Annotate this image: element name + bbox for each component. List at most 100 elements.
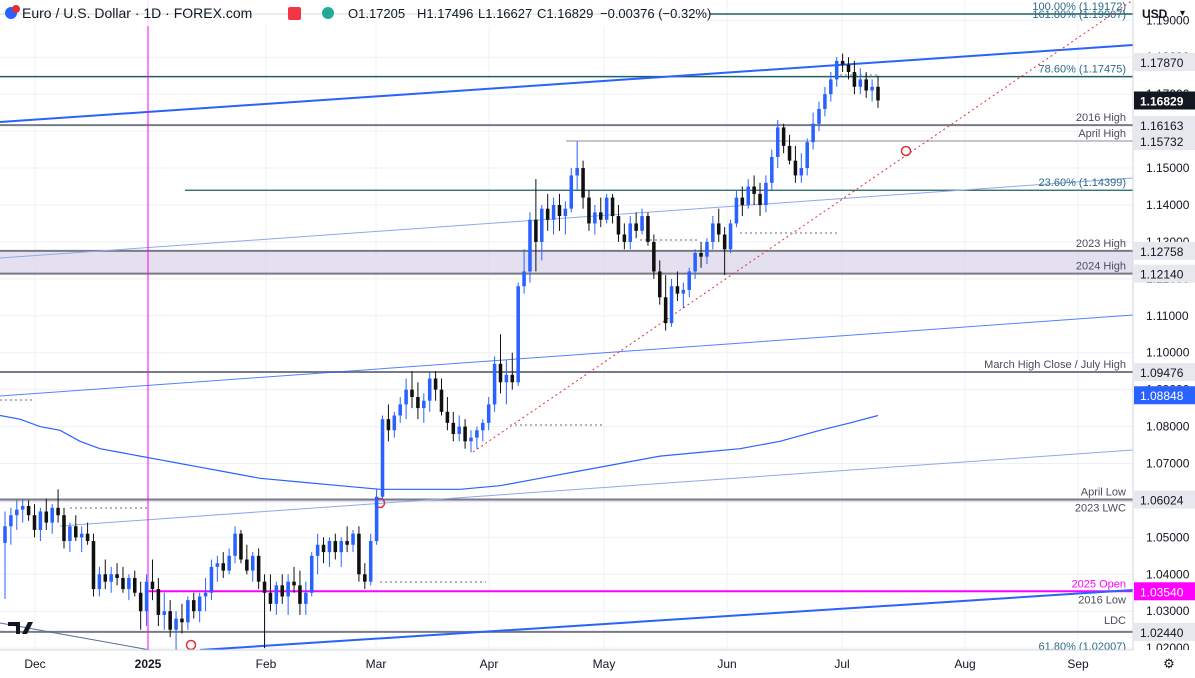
candle-body (598, 212, 603, 220)
time-tick-label: Jul (834, 657, 849, 671)
candle-body (781, 127, 786, 146)
candle-body (445, 411, 450, 423)
candle-body (840, 60, 845, 65)
candle-body (722, 234, 727, 250)
candle-body (451, 422, 456, 434)
candle-body (699, 252, 703, 257)
candle-body (652, 241, 656, 272)
candle-body (44, 511, 49, 523)
price-tag-bg (1134, 116, 1195, 135)
candle-body (168, 611, 172, 630)
price-tag-bg (1134, 386, 1195, 405)
candle-body (663, 297, 668, 324)
ohlc-open: O1.17205 (348, 6, 405, 21)
candle-body (191, 600, 196, 612)
candle-body (534, 219, 538, 242)
candle-body (616, 216, 621, 235)
candle-body (858, 79, 863, 87)
candle-body (516, 286, 520, 383)
candle-body (770, 156, 774, 183)
level-annotation: April High (1078, 128, 1126, 140)
price-tick-label: 1.10000 (1146, 346, 1190, 360)
candle-body (557, 204, 562, 217)
chevron-down-icon: ▾ (1180, 8, 1185, 19)
level-annotation: 161.80% (1.19907) (1032, 9, 1126, 21)
price-tag-bg (1134, 132, 1195, 151)
price-tag-bg (1134, 241, 1195, 260)
candle-body (180, 618, 184, 623)
candle-body (422, 400, 426, 409)
candle-body (186, 600, 190, 623)
price-tag-label: 1.16163 (1140, 119, 1184, 133)
candle-body (669, 286, 674, 324)
time-tick-label: Sep (1067, 657, 1089, 671)
candle-body (463, 426, 467, 442)
level-annotation: 2024 High (1076, 261, 1126, 273)
ohlc-high: H1.17496 (417, 6, 473, 21)
candle-body (728, 223, 733, 250)
level-annotation: LDC (1104, 615, 1126, 627)
candle-body (103, 574, 108, 582)
candle-body (811, 123, 815, 143)
candle-body (734, 197, 739, 224)
candle-body (280, 585, 285, 597)
candle-body (823, 94, 827, 109)
candle-body (410, 389, 414, 398)
level-annotation: 2023 LWC (1075, 503, 1126, 515)
candle-body (97, 574, 102, 590)
candle-body (416, 397, 420, 409)
candle-body (38, 511, 43, 530)
candle-body (593, 212, 597, 224)
level-annotation: March High Close / July High (984, 359, 1126, 371)
left-down-line (0, 622, 151, 651)
price-tick-label: 1.08000 (1146, 420, 1190, 434)
price-tag-label: 1.15732 (1140, 135, 1184, 149)
price-tick-label: 1.11000 (1146, 309, 1189, 323)
candle-body (575, 168, 579, 176)
header-bg (0, 0, 710, 26)
header: Euro / U.S. Dollar · 1D · FOREX.com O1.17… (0, 0, 711, 26)
price-tick-label: 1.03000 (1146, 604, 1190, 618)
price-tag-bg (1134, 53, 1195, 72)
candle-body (321, 544, 326, 553)
time-axis-bg (0, 650, 1195, 673)
candle-body (805, 142, 809, 169)
price-tag-bg (1134, 490, 1195, 509)
price-tag-label: 1.08848 (1140, 389, 1184, 403)
gear-icon: ⚙ (1163, 656, 1175, 671)
ohlc-close: C1.16829 (537, 6, 593, 21)
candle-body (274, 585, 279, 604)
price-tag-label: 1.06024 (1140, 494, 1184, 508)
market-status-icon (322, 7, 334, 19)
dotted-trend-support (472, 0, 1134, 453)
candle-body (91, 541, 96, 590)
price-tag-label: 1.12140 (1140, 268, 1184, 282)
pivot-circle-icon (900, 145, 912, 157)
zones (0, 250, 1133, 503)
candle-body (693, 252, 697, 272)
candle-body (174, 618, 178, 630)
price-tick-label: 1.19000 (1146, 13, 1190, 27)
ohlc-low: L1.16627 (478, 6, 532, 21)
candle-body (79, 533, 84, 538)
level-annotation: 78.60% (1.17475) (1039, 64, 1126, 76)
faint-channel-line (0, 177, 1134, 259)
candle-body (327, 541, 332, 553)
candle-body (604, 197, 609, 220)
candle-body (32, 515, 37, 530)
candle-body (227, 555, 231, 571)
candle-body (162, 611, 167, 615)
candle-body (62, 515, 66, 542)
candle-body (864, 79, 868, 91)
candle-body (380, 419, 385, 497)
candle-body (634, 223, 638, 231)
candle-body (74, 526, 78, 538)
candle-body (156, 589, 161, 615)
candle-body (50, 507, 54, 523)
candle-body (711, 223, 715, 242)
candle-body (20, 505, 25, 510)
price-tag-label: 1.17870 (1140, 56, 1184, 70)
candle-body (9, 515, 13, 527)
lower-faint-line (59, 449, 1134, 527)
